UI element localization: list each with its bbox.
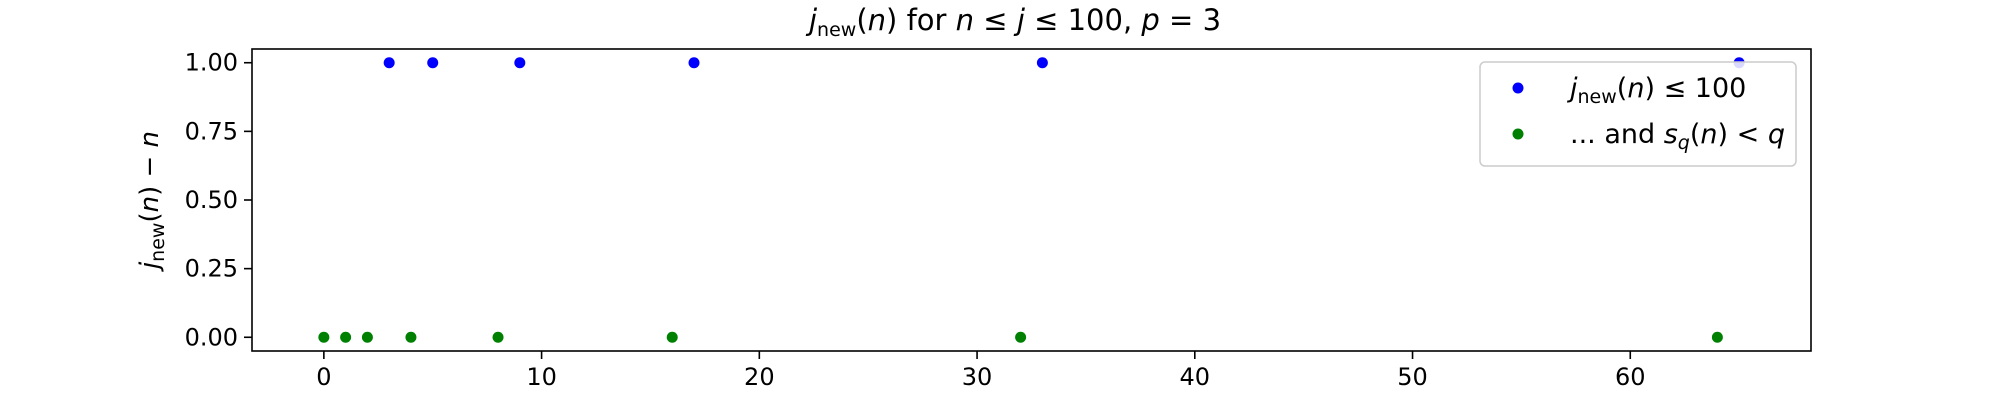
data-point-series-2 xyxy=(361,331,373,343)
x-tick-label: 0 xyxy=(316,363,331,391)
chart-title: jnew(n) for n ≤ j ≤ 100, p = 3 xyxy=(805,3,1221,41)
y-tick-label: 0.25 xyxy=(185,255,238,283)
x-tick-label: 20 xyxy=(744,363,775,391)
data-point-series-1 xyxy=(383,57,395,69)
y-axis-ticks: 0.00 0.25 0.50 0.75 1.00 xyxy=(185,49,252,351)
y-tick-label: 1.00 xyxy=(185,49,238,77)
x-axis-ticks: 0 10 20 30 40 50 60 xyxy=(316,351,1646,391)
data-point-series-2 xyxy=(1015,331,1027,343)
x-tick-label: 30 xyxy=(962,363,993,391)
legend-label-series-2: ... and sq(n) < q xyxy=(1570,119,1785,154)
data-point-series-1 xyxy=(427,57,439,69)
y-tick-label: 0.00 xyxy=(185,323,238,351)
y-tick-label: 0.75 xyxy=(185,117,238,145)
data-point-series-2 xyxy=(666,331,678,343)
x-tick-label: 60 xyxy=(1615,363,1646,391)
y-tick-label: 0.50 xyxy=(185,186,238,214)
x-tick-label: 50 xyxy=(1397,363,1428,391)
data-point-series-1 xyxy=(688,57,700,69)
data-point-series-1 xyxy=(1036,57,1048,69)
legend-box xyxy=(1479,61,1797,167)
legend-marker-series-2 xyxy=(1512,128,1524,140)
data-point-series-2 xyxy=(405,331,417,343)
y-axis-label: jnew(n) − n xyxy=(135,131,169,272)
x-tick-label: 10 xyxy=(526,363,557,391)
data-point-series-2 xyxy=(318,331,330,343)
legend: jnew(n) ≤ 100 ... and sq(n) < q xyxy=(1479,61,1797,167)
legend-marker-series-1 xyxy=(1512,82,1524,94)
x-tick-label: 40 xyxy=(1180,363,1211,391)
data-point-series-2 xyxy=(1711,331,1723,343)
data-point-series-2 xyxy=(492,331,504,343)
data-point-series-1 xyxy=(514,57,526,69)
data-point-series-2 xyxy=(340,331,352,343)
